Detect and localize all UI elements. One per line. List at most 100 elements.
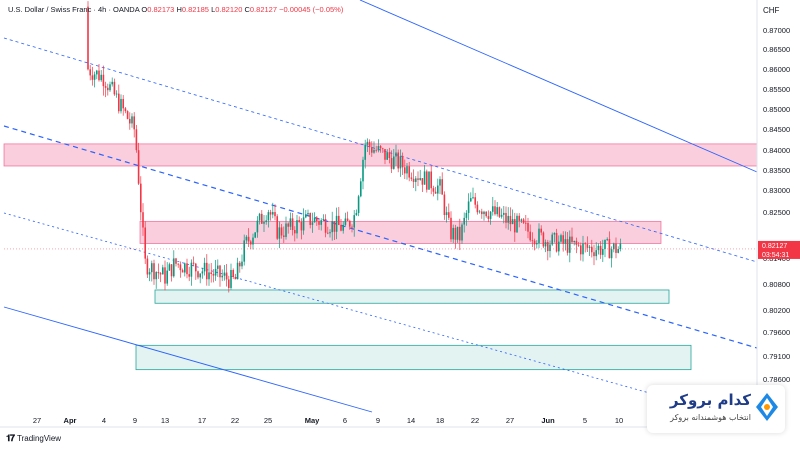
candle[interactable] — [195, 262, 197, 280]
channel-upper-line[interactable] — [359, 0, 758, 173]
candle[interactable] — [307, 209, 309, 217]
candle[interactable] — [432, 185, 435, 197]
candle[interactable] — [329, 229, 331, 238]
candle[interactable] — [102, 65, 105, 96]
candle[interactable] — [228, 275, 230, 293]
candle[interactable] — [584, 242, 586, 253]
candle[interactable] — [280, 223, 283, 239]
candle[interactable] — [536, 240, 538, 249]
candle[interactable] — [527, 217, 529, 239]
candle[interactable] — [283, 226, 285, 243]
candle[interactable] — [142, 203, 144, 236]
candle[interactable] — [593, 244, 595, 266]
candle[interactable] — [423, 165, 426, 185]
candle[interactable] — [219, 264, 221, 287]
candle[interactable] — [617, 246, 619, 254]
candle[interactable] — [263, 214, 265, 233]
candle[interactable] — [553, 232, 556, 243]
candle[interactable] — [140, 176, 142, 221]
candle[interactable] — [382, 147, 384, 153]
candle[interactable] — [135, 125, 138, 153]
candle[interactable] — [364, 139, 366, 169]
candle[interactable] — [610, 246, 613, 268]
candle[interactable] — [247, 228, 250, 248]
candle[interactable] — [511, 209, 514, 225]
candle[interactable] — [261, 210, 263, 225]
candle[interactable] — [421, 178, 424, 192]
candle[interactable] — [428, 171, 430, 190]
candle[interactable] — [619, 238, 622, 252]
candle[interactable] — [287, 222, 289, 234]
candle[interactable] — [452, 224, 454, 244]
candle[interactable] — [250, 239, 252, 250]
candle[interactable] — [104, 81, 107, 98]
candle[interactable] — [269, 209, 272, 221]
support-mid-zone[interactable] — [154, 289, 670, 304]
candle[interactable] — [327, 226, 329, 235]
candle[interactable] — [252, 233, 254, 250]
candle[interactable] — [197, 270, 199, 280]
candle[interactable] — [544, 239, 547, 253]
candle[interactable] — [186, 258, 188, 279]
candle[interactable] — [551, 232, 553, 246]
candle[interactable] — [586, 236, 589, 252]
candle[interactable] — [591, 239, 593, 258]
candle[interactable] — [318, 218, 320, 230]
candle[interactable] — [571, 227, 573, 244]
candle[interactable] — [239, 260, 241, 273]
candle[interactable] — [599, 241, 602, 259]
symbol-title[interactable]: U.S. Dollar / Swiss Franc · 4h · OANDA — [8, 5, 140, 14]
candle[interactable] — [509, 207, 512, 232]
candle[interactable] — [481, 208, 483, 219]
candle[interactable] — [221, 269, 223, 282]
candle[interactable] — [465, 210, 468, 226]
candle[interactable] — [529, 224, 531, 242]
candle[interactable] — [395, 144, 397, 166]
candle[interactable] — [225, 263, 228, 287]
candle[interactable] — [98, 64, 100, 82]
candle[interactable] — [289, 212, 292, 230]
candle[interactable] — [461, 222, 463, 244]
candle[interactable] — [525, 214, 527, 231]
candle[interactable] — [441, 172, 443, 195]
candle[interactable] — [153, 259, 155, 285]
candle[interactable] — [159, 271, 162, 283]
candle[interactable] — [265, 215, 267, 225]
candle[interactable] — [133, 112, 135, 138]
candle[interactable] — [148, 268, 151, 282]
candle[interactable] — [375, 145, 377, 153]
candle[interactable] — [507, 207, 509, 230]
candle[interactable] — [137, 142, 140, 185]
candle[interactable] — [155, 271, 157, 289]
candle[interactable] — [404, 159, 406, 180]
candle[interactable] — [331, 211, 333, 241]
candle[interactable] — [496, 201, 498, 217]
candle[interactable] — [274, 204, 276, 221]
candle[interactable] — [518, 213, 520, 228]
candle[interactable] — [254, 232, 256, 239]
candle[interactable] — [439, 176, 441, 195]
candle[interactable] — [241, 254, 243, 270]
candle[interactable] — [542, 231, 545, 249]
candle[interactable] — [232, 268, 234, 279]
candle[interactable] — [173, 250, 175, 278]
candle[interactable] — [445, 206, 448, 223]
candle[interactable] — [533, 238, 536, 251]
candle[interactable] — [316, 216, 318, 226]
candle[interactable] — [188, 266, 190, 282]
candle[interactable] — [384, 149, 386, 165]
candle[interactable] — [177, 263, 179, 268]
candle[interactable] — [410, 172, 413, 182]
candle[interactable] — [206, 254, 208, 286]
candle[interactable] — [338, 206, 340, 226]
candle[interactable] — [371, 141, 373, 157]
candle[interactable] — [353, 209, 355, 237]
candle[interactable] — [340, 218, 342, 232]
candle[interactable] — [203, 257, 206, 276]
candle[interactable] — [443, 191, 446, 220]
candle[interactable] — [157, 263, 160, 279]
candle[interactable] — [181, 268, 184, 273]
candle[interactable] — [179, 261, 182, 278]
candle[interactable] — [113, 78, 116, 96]
candle[interactable] — [208, 263, 210, 286]
